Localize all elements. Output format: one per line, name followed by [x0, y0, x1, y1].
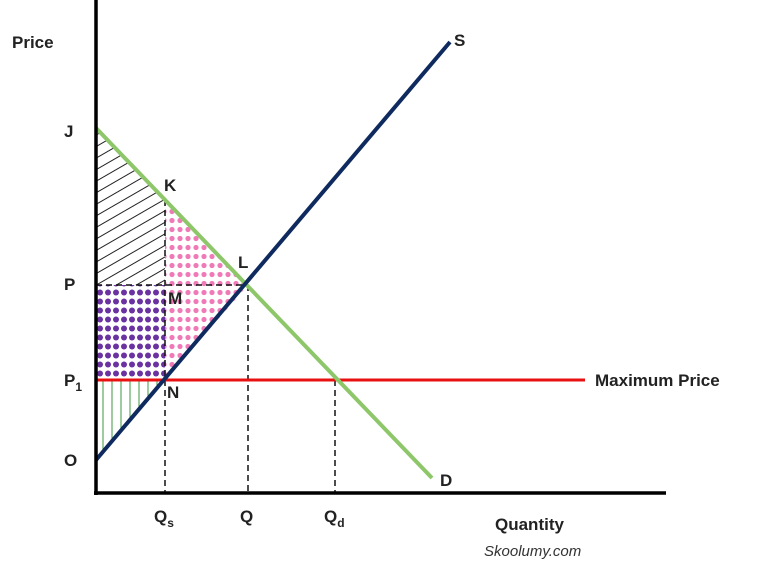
- demand-curve: [94, 126, 434, 480]
- supply-curve: [94, 40, 452, 462]
- x-axis-label: Quantity: [495, 515, 564, 534]
- price-label: J: [64, 122, 73, 141]
- hatched-area: [96, 128, 165, 285]
- label-text: Q: [240, 507, 253, 526]
- demand-label: D: [440, 471, 452, 490]
- label-text: O: [64, 451, 77, 470]
- credit: Skoolumy.com: [484, 543, 581, 560]
- supply-label: S: [454, 31, 465, 50]
- label-text: Q: [154, 507, 167, 526]
- label-text: P: [64, 371, 75, 390]
- purple-dotted-area: [96, 285, 165, 380]
- quantity-label: Q: [240, 507, 253, 526]
- point-label: K: [164, 176, 177, 195]
- price-label: O: [64, 451, 77, 470]
- point-label: M: [168, 289, 182, 308]
- price-label: P: [64, 275, 75, 294]
- quantity-label: Qd: [324, 507, 345, 530]
- label-text: P: [64, 275, 75, 294]
- pink-dotted-area: [165, 200, 248, 380]
- label-subscript: s: [167, 516, 174, 530]
- y-axis-label: Price: [12, 33, 54, 52]
- price-label: P1: [64, 371, 82, 394]
- point-label: L: [238, 253, 248, 272]
- max-price-label: Maximum Price: [595, 371, 720, 390]
- label-text: Q: [324, 507, 337, 526]
- label-subscript: d: [337, 516, 344, 530]
- label-text: J: [64, 122, 73, 141]
- label-subscript: 1: [75, 380, 82, 394]
- point-label: N: [167, 383, 179, 402]
- quantity-label: Qs: [154, 507, 174, 530]
